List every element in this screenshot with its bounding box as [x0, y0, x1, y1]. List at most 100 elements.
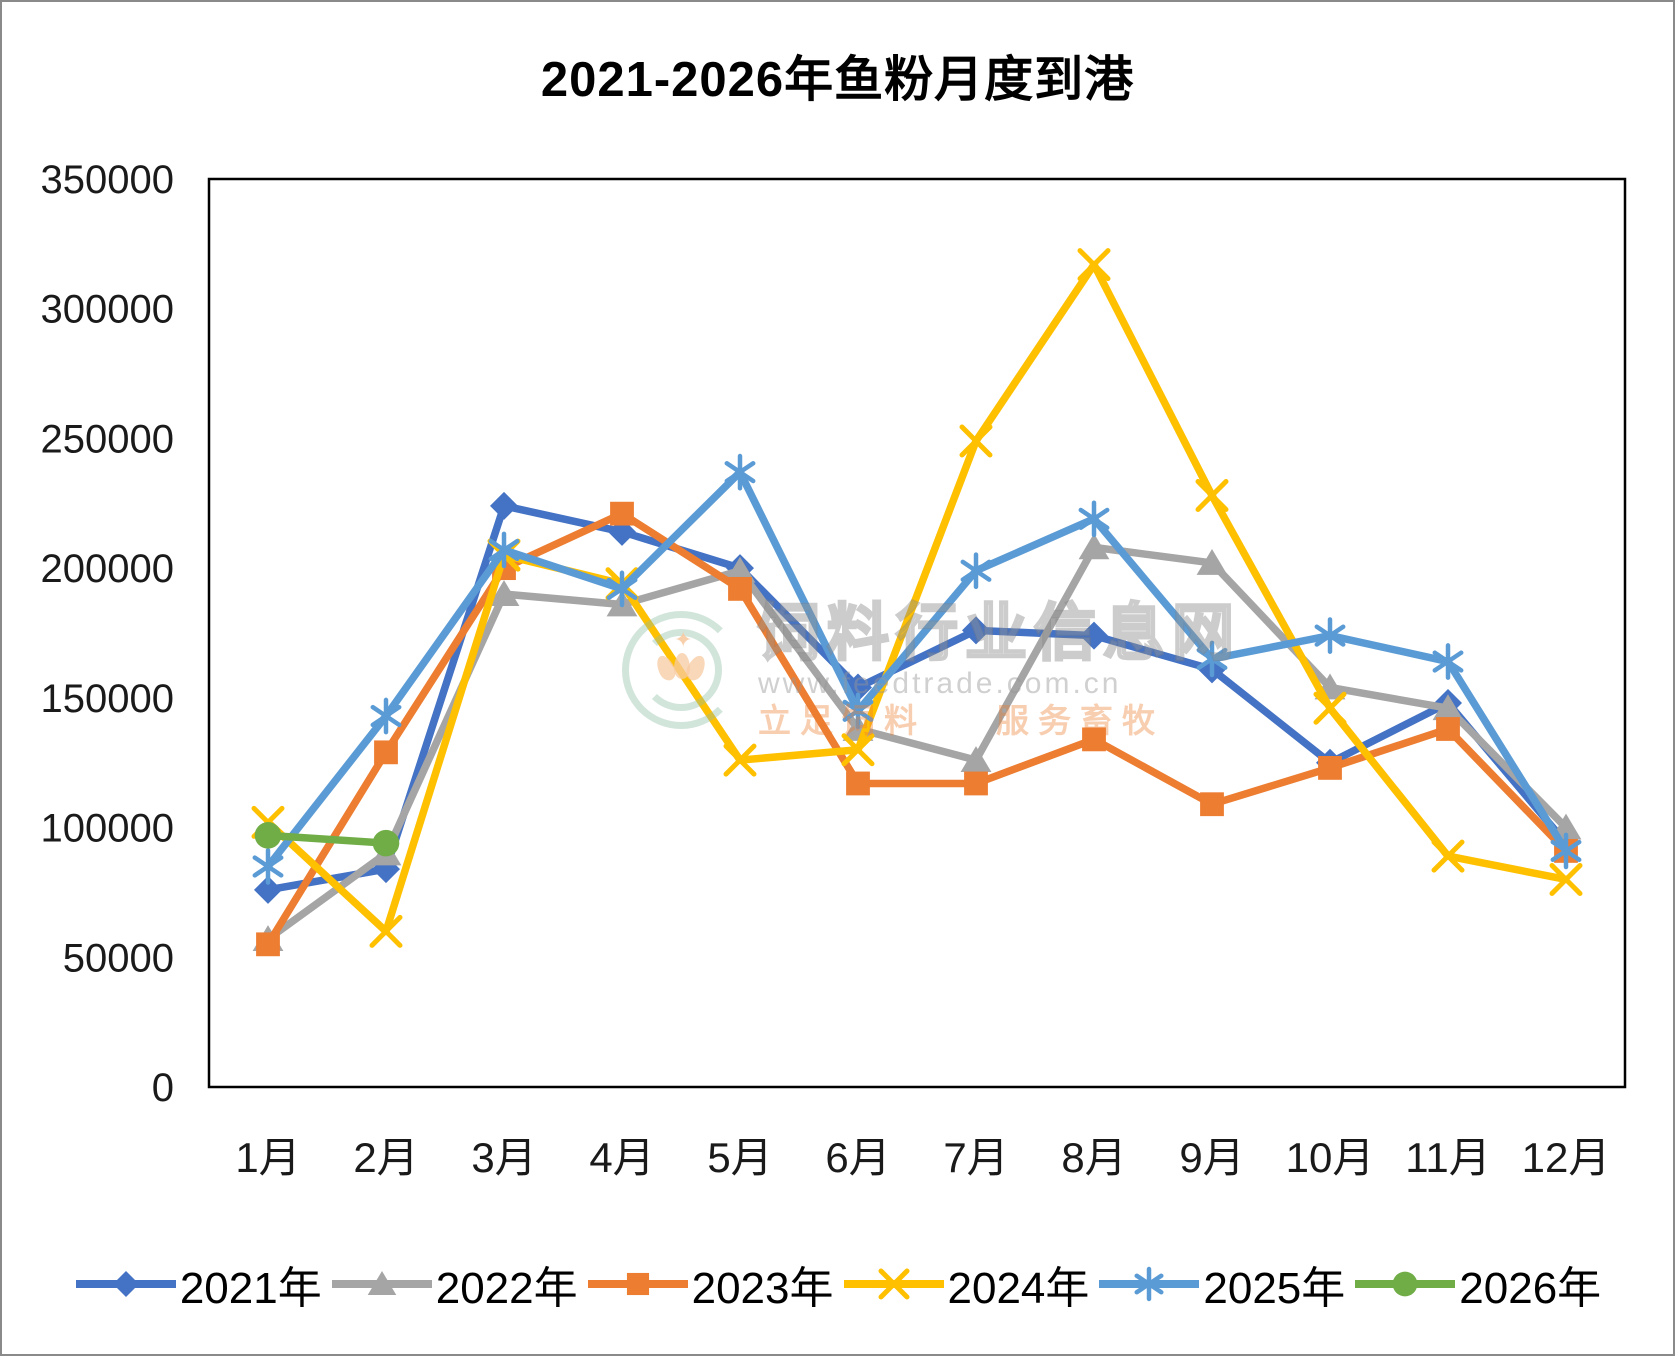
- circle-marker-icon: [372, 829, 400, 857]
- asterisk-marker-icon: [842, 692, 874, 730]
- legend-item-2024年: 2024年: [842, 1252, 1090, 1316]
- triangle-marker-icon: [1196, 548, 1228, 575]
- asterisk-marker-icon: [1432, 643, 1464, 680]
- y-axis-tick-label: 300000: [41, 288, 174, 332]
- series-line: [265, 468, 1570, 869]
- legend-key-icon: [843, 1268, 944, 1300]
- series-2024年: [251, 248, 1583, 948]
- x-marker-icon: [1077, 248, 1111, 282]
- y-axis-tick-label: 50000: [63, 936, 174, 980]
- legend-key-icon: [331, 1271, 432, 1296]
- x-axis-tick-label: 4月: [589, 1134, 654, 1181]
- circle-marker-icon: [1392, 1271, 1418, 1297]
- asterisk-marker-icon: [1314, 617, 1346, 654]
- x-marker-icon: [1195, 479, 1229, 513]
- asterisk-marker-icon: [1134, 1266, 1164, 1302]
- asterisk-marker-icon: [488, 531, 520, 569]
- asterisk-marker-icon: [1550, 832, 1582, 870]
- series-2025年: [252, 453, 1582, 885]
- legend-item-2025年: 2025年: [1097, 1252, 1345, 1316]
- x-marker-icon: [878, 1268, 909, 1300]
- triangle-marker-icon: [724, 556, 756, 583]
- legend-item-2026年: 2026年: [1353, 1252, 1601, 1316]
- legend-key-icon: [1355, 1271, 1456, 1297]
- chart-legend: 2021年 2022年 2023年 2024年 2025年 2026年: [2, 1252, 1673, 1316]
- asterisk-marker-icon: [960, 552, 992, 590]
- plot-area-border: [207, 177, 1627, 1089]
- square-marker-icon: [1082, 727, 1106, 752]
- triangle-marker-icon: [960, 746, 992, 773]
- square-marker-icon: [846, 771, 870, 796]
- square-marker-icon: [728, 576, 752, 601]
- x-marker-icon: [369, 914, 403, 948]
- series-line: [267, 831, 387, 847]
- legend-label: 2023年: [691, 1264, 834, 1313]
- series-line: [264, 509, 1569, 947]
- legend-label: 2024年: [947, 1264, 1090, 1313]
- y-axis-tick-label: 150000: [41, 677, 174, 721]
- legend-label: 2026年: [1459, 1264, 1602, 1313]
- diamond-marker-icon: [490, 491, 518, 520]
- x-axis-tick-label: 11月: [1405, 1134, 1491, 1181]
- legend-key-icon: [587, 1272, 688, 1296]
- x-axis-tick-label: 5月: [707, 1134, 772, 1181]
- diamond-marker-icon: [1080, 621, 1108, 650]
- chart-title: 2021-2026年鱼粉月度到港: [540, 53, 1135, 107]
- x-marker-icon: [1431, 839, 1465, 873]
- x-axis-tick-label: 12月: [1522, 1134, 1611, 1181]
- asterisk-marker-icon: [370, 697, 402, 735]
- square-marker-icon: [1436, 717, 1460, 741]
- x-axis-tick-label: 9月: [1179, 1134, 1244, 1181]
- x-marker-icon: [1313, 691, 1347, 725]
- square-marker-icon: [964, 771, 988, 796]
- y-axis-tick-label: 250000: [41, 417, 174, 461]
- square-marker-icon: [610, 501, 634, 526]
- asterisk-marker-icon: [252, 848, 284, 885]
- series-line: [265, 260, 1567, 936]
- x-marker-icon: [723, 743, 757, 777]
- series-line: [265, 543, 1569, 943]
- series-line: [267, 502, 1569, 894]
- x-axis-tick-label: 1月: [235, 1134, 300, 1181]
- x-marker-icon: [841, 733, 875, 767]
- asterisk-marker-icon: [1078, 500, 1110, 538]
- legend-label: 2022年: [435, 1264, 578, 1313]
- triangle-marker-icon: [1432, 694, 1464, 721]
- square-marker-icon: [256, 932, 280, 957]
- square-marker-icon: [1200, 792, 1224, 817]
- x-marker-icon: [1549, 862, 1583, 896]
- x-axis-tick-label: 2月: [353, 1134, 418, 1181]
- diamond-marker-icon: [112, 1271, 139, 1297]
- triangle-marker-icon: [488, 580, 520, 606]
- x-axis-tick-label: 10月: [1286, 1134, 1375, 1181]
- diamond-marker-icon: [254, 875, 282, 904]
- diamond-marker-icon: [962, 616, 990, 645]
- legend-label: 2025年: [1203, 1264, 1346, 1313]
- x-axis-tick-label: 8月: [1061, 1134, 1126, 1181]
- x-marker-icon: [959, 424, 993, 458]
- x-axis-tick-label: 7月: [943, 1134, 1008, 1181]
- y-axis-tick-label: 200000: [41, 547, 174, 591]
- x-axis-tick-label: 3月: [471, 1134, 536, 1181]
- legend-key-icon: [75, 1271, 176, 1297]
- triangle-marker-icon: [1078, 533, 1110, 560]
- triangle-marker-icon: [367, 1271, 397, 1296]
- square-marker-icon: [374, 740, 398, 765]
- y-axis-tick-label: 100000: [41, 807, 174, 851]
- x-axis-tick-label: 6月: [825, 1134, 890, 1181]
- series-2023年: [256, 501, 1578, 957]
- asterisk-marker-icon: [724, 453, 756, 491]
- asterisk-marker-icon: [1196, 640, 1228, 678]
- circle-marker-icon: [254, 822, 282, 849]
- y-axis-tick-label: 350000: [41, 158, 174, 202]
- legend-item-2023年: 2023年: [586, 1252, 834, 1316]
- square-marker-icon: [626, 1272, 649, 1296]
- y-axis-tick-label: 0: [152, 1066, 174, 1110]
- legend-item-2021年: 2021年: [74, 1252, 322, 1316]
- legend-label: 2021年: [179, 1264, 322, 1313]
- legend-key-icon: [1099, 1266, 1200, 1302]
- asterisk-marker-icon: [606, 570, 638, 608]
- square-marker-icon: [1318, 756, 1342, 780]
- series-2026年: [254, 822, 400, 857]
